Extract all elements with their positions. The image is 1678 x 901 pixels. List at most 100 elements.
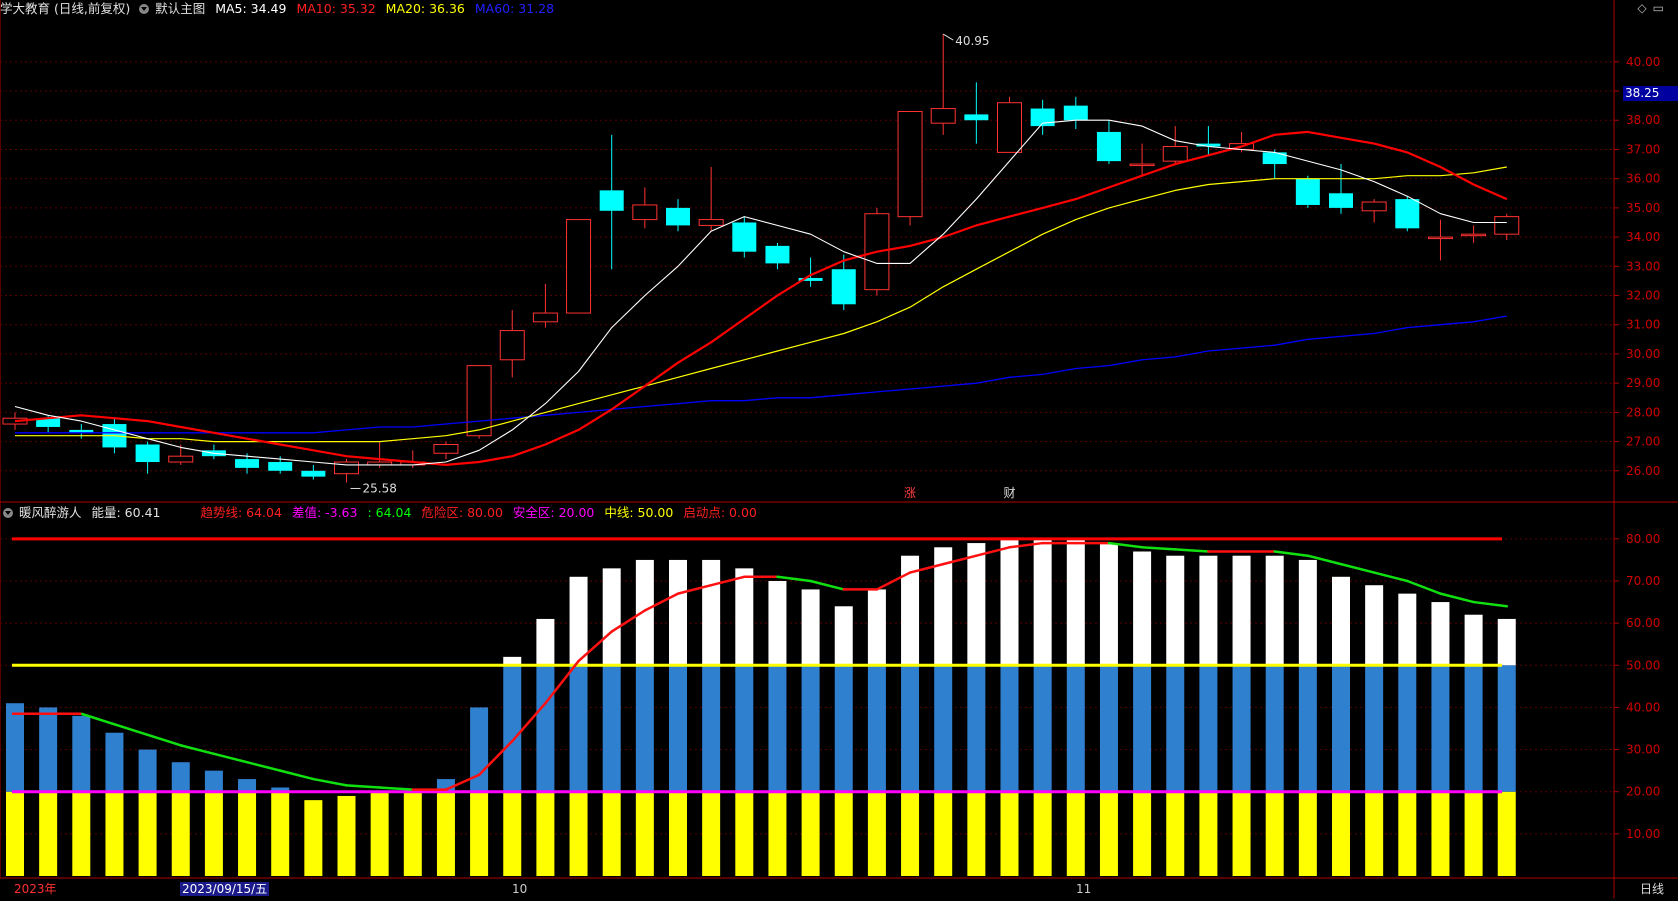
indicator-dropdown-icon[interactable] xyxy=(3,508,13,518)
y-tick-label: 30.00 xyxy=(1626,743,1660,757)
energy-bar-blue xyxy=(39,707,58,792)
energy-bar-blue xyxy=(901,665,920,792)
energy-bar-yellow xyxy=(1497,791,1516,876)
energy-bar-yellow xyxy=(171,791,190,876)
y-tick-label: 40.00 xyxy=(1626,55,1660,69)
energy-bar-yellow xyxy=(1431,791,1450,876)
energy-bar-white xyxy=(635,559,654,666)
energy-bar-yellow xyxy=(337,795,356,876)
diamond-icon[interactable]: ◇ xyxy=(1637,1,1653,15)
trend-line-segment xyxy=(643,592,680,612)
y-tick-label: 38.00 xyxy=(1626,113,1660,127)
stock-name[interactable]: 学大教育 (日线,前复权) xyxy=(0,1,131,16)
period-label[interactable]: 日线 xyxy=(1640,882,1665,896)
energy-bar-blue xyxy=(1497,665,1516,792)
trend-line-segment xyxy=(1406,579,1442,595)
axis-year: 2023年 xyxy=(14,882,57,896)
energy-bar-blue xyxy=(1066,665,1085,792)
indicator-name[interactable]: 暖风醉游人 xyxy=(19,505,82,520)
energy-bar-white xyxy=(1365,585,1384,666)
candle-body xyxy=(1063,105,1088,121)
trend2-value: : 64.04 xyxy=(367,505,412,520)
energy-bar-white xyxy=(967,543,986,666)
energy-bar-yellow xyxy=(1133,791,1152,876)
current-price-tag: 38.25 xyxy=(1623,86,1678,101)
candle-body xyxy=(36,418,61,427)
energy-bar-white xyxy=(934,547,953,666)
candle-body xyxy=(1295,178,1320,205)
y-tick-label: 34.00 xyxy=(1626,230,1660,244)
energy-bar-yellow xyxy=(72,791,91,876)
energy-bar-blue xyxy=(702,665,721,792)
trend-line-segment xyxy=(212,752,249,764)
energy-bar-white xyxy=(503,656,522,666)
energy-bar-white xyxy=(702,559,721,666)
trend-line-segment xyxy=(511,701,547,743)
energy-bar-white xyxy=(834,606,853,666)
energy-bar-yellow xyxy=(1332,791,1350,876)
candle-body xyxy=(1329,193,1353,208)
energy-bar-white xyxy=(901,555,920,666)
energy-bar-yellow xyxy=(834,791,853,876)
trend-line-segment xyxy=(709,575,746,587)
candle-body xyxy=(301,470,326,477)
energy-bar-white xyxy=(768,581,787,666)
energy-bar-blue xyxy=(1365,665,1384,792)
energy-bar-yellow xyxy=(1199,791,1218,876)
energy-bar-blue xyxy=(635,665,654,792)
candle-body xyxy=(632,204,658,221)
candle-body xyxy=(732,222,757,252)
energy-bar-blue xyxy=(1033,665,1052,792)
corner-icons[interactable]: ◇▭ xyxy=(1637,1,1670,15)
energy-bar-blue xyxy=(801,665,820,792)
energy-bar-yellow xyxy=(1464,791,1483,876)
candle-body xyxy=(599,190,624,211)
trend-line-segment xyxy=(1140,546,1177,551)
trend-line-segment xyxy=(1273,550,1310,557)
trend-line-segment xyxy=(444,773,481,791)
energy-bar-yellow xyxy=(867,791,886,876)
energy-bar-white xyxy=(1066,538,1085,666)
candle-body xyxy=(168,455,194,463)
main-chart-label[interactable]: 默认主图 xyxy=(155,1,206,16)
y-tick-label: 31.00 xyxy=(1626,318,1660,332)
event-label: 涨 xyxy=(904,485,916,500)
trend-line-segment xyxy=(544,659,580,705)
max-arrow xyxy=(942,33,954,41)
energy-bar-white xyxy=(1199,555,1218,666)
energy-bar-blue xyxy=(1464,665,1483,792)
energy-bar-blue xyxy=(1199,665,1218,792)
energy-bar-blue xyxy=(1332,665,1350,792)
energy-bar-yellow xyxy=(1365,791,1384,876)
energy-bar-blue xyxy=(967,665,986,792)
energy-bar-white xyxy=(1265,555,1284,666)
trend-line-segment xyxy=(477,739,514,777)
energy-bar-yellow xyxy=(669,791,687,876)
scroll-icon[interactable]: ▭ xyxy=(1652,1,1670,15)
energy-bar-white xyxy=(867,589,886,666)
y-tick-label: 40.00 xyxy=(1626,700,1660,714)
energy-bar-white xyxy=(1000,538,1019,666)
trend-line-segment xyxy=(378,786,415,791)
energy-bar-blue xyxy=(1099,665,1118,792)
trend-line-segment xyxy=(610,609,647,633)
candle-body xyxy=(997,102,1022,153)
energy-bar-yellow xyxy=(304,800,323,876)
y-tick-label: 20.00 xyxy=(1626,785,1660,799)
y-tick-label: 36.00 xyxy=(1626,172,1660,186)
trend-line-segment xyxy=(278,769,315,781)
energy-bar-yellow xyxy=(1000,791,1019,876)
energy-bar-blue xyxy=(1000,665,1019,792)
candle-body xyxy=(532,312,558,323)
energy-bar-blue xyxy=(735,665,754,792)
energy-bar-blue xyxy=(1133,665,1152,792)
dropdown-icon[interactable] xyxy=(139,4,150,14)
trend-line-segment xyxy=(179,744,216,756)
y-tick-label: 26.00 xyxy=(1626,464,1660,478)
energy-bar-blue xyxy=(669,665,687,792)
ma20-value: MA20: 36.36 xyxy=(385,1,465,16)
safe-value: 安全区: 20.00 xyxy=(512,505,595,520)
trend-line-segment xyxy=(1107,541,1144,549)
